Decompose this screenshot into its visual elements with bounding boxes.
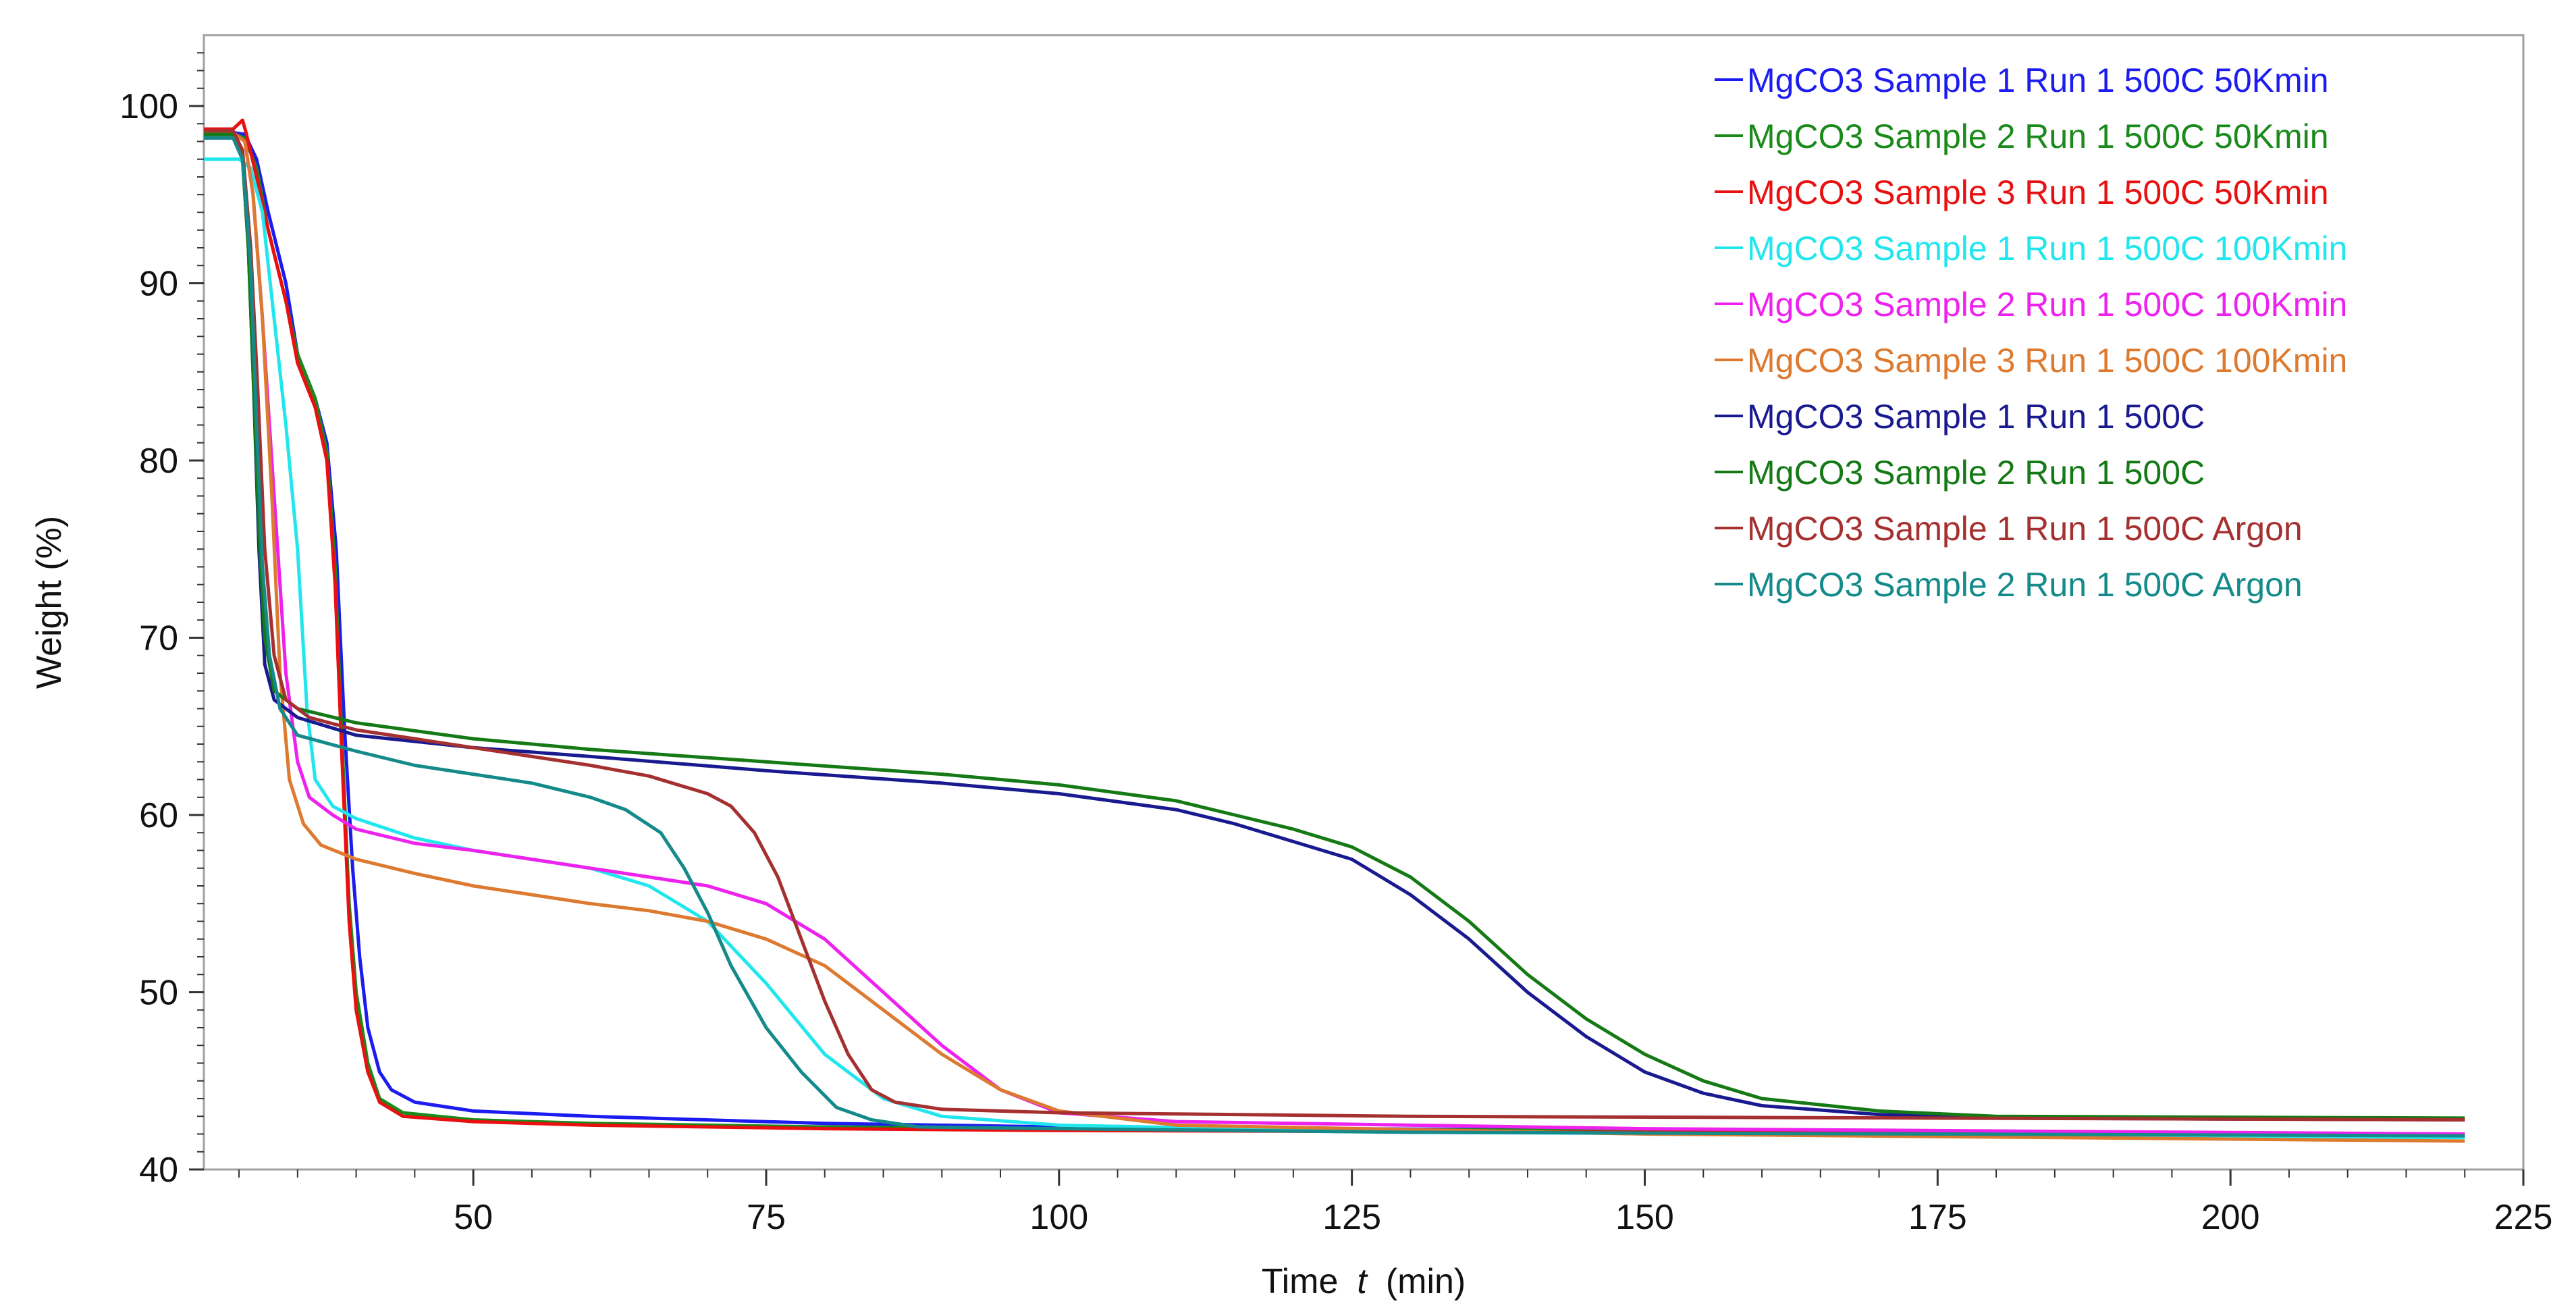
series-line-3 bbox=[204, 118, 2465, 1136]
x-tick-label: 200 bbox=[2201, 1198, 2260, 1237]
legend-label: MgCO3 Sample 1 Run 1 500C 100Kmin bbox=[1747, 230, 2347, 267]
x-tick-label: 175 bbox=[1908, 1198, 1967, 1237]
x-tick-label: 50 bbox=[454, 1198, 493, 1237]
legend-label: MgCO3 Sample 2 Run 1 500C bbox=[1747, 454, 2205, 492]
y-tick-label: 80 bbox=[139, 442, 178, 481]
x-tick-label: 225 bbox=[2494, 1198, 2553, 1237]
y-tick-label: 70 bbox=[139, 619, 178, 658]
legend-label: MgCO3 Sample 1 Run 1 500C bbox=[1747, 398, 2205, 436]
y-tick-label: 100 bbox=[119, 87, 178, 126]
series-line-6 bbox=[204, 130, 2465, 1143]
y-tick-label: 50 bbox=[139, 974, 178, 1013]
legend-label: MgCO3 Sample 3 Run 1 500C 100Kmin bbox=[1747, 342, 2347, 379]
series-line-1 bbox=[204, 130, 2465, 1138]
y-tick-label: 90 bbox=[139, 265, 178, 304]
legend-label: MgCO3 Sample 3 Run 1 500C 50Kmin bbox=[1747, 174, 2329, 211]
x-axis-label-var: t bbox=[1357, 1262, 1368, 1301]
legend-label: MgCO3 Sample 2 Run 1 500C 50Kmin bbox=[1747, 117, 2329, 155]
plot-area bbox=[203, 34, 2525, 1171]
legend-label: MgCO3 Sample 2 Run 1 500C 100Kmin bbox=[1747, 286, 2347, 323]
legend-label: MgCO3 Sample 2 Run 1 500C Argon bbox=[1747, 566, 2303, 604]
x-axis-label: Time t (min) bbox=[1262, 1262, 1466, 1301]
legend-label: MgCO3 Sample 1 Run 1 500C Argon bbox=[1747, 510, 2303, 548]
x-axis-label-prefix: Time bbox=[1262, 1262, 1339, 1301]
x-tick-label: 125 bbox=[1322, 1198, 1381, 1237]
y-axis-label: Weight (%) bbox=[30, 516, 69, 689]
series-line-10 bbox=[204, 136, 2465, 1138]
x-tick-label: 150 bbox=[1615, 1198, 1674, 1237]
y-tick-label: 60 bbox=[139, 796, 178, 835]
series-line-9 bbox=[204, 129, 2465, 1122]
series-line-8 bbox=[204, 132, 2465, 1120]
x-tick-label: 75 bbox=[747, 1198, 786, 1237]
x-tick-label: 100 bbox=[1029, 1198, 1088, 1237]
legend-label: MgCO3 Sample 1 Run 1 500C 50Kmin bbox=[1747, 61, 2329, 99]
x-axis-label-unit: (min) bbox=[1386, 1262, 1466, 1301]
y-tick-label: 40 bbox=[139, 1151, 178, 1190]
